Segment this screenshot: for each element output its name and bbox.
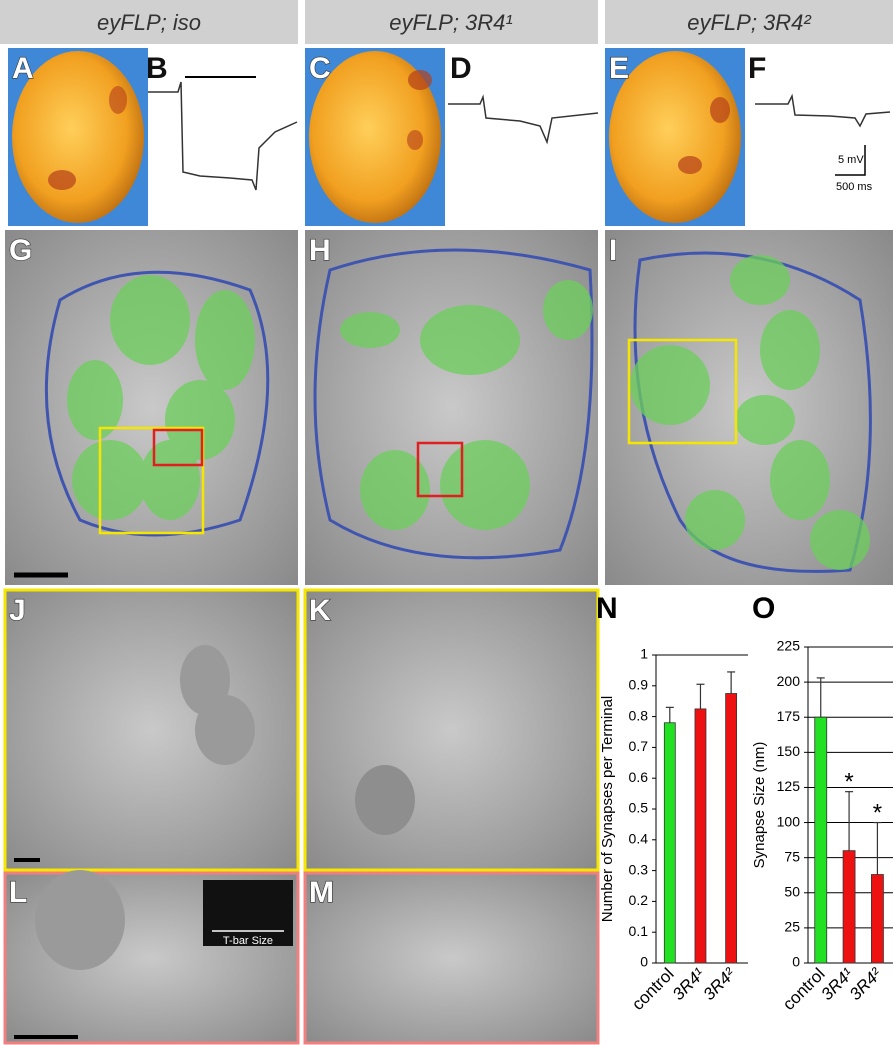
y-tick-label: 25 bbox=[784, 919, 800, 935]
panel-letter: I bbox=[609, 234, 617, 267]
x-tick-label: 3R4² bbox=[699, 963, 739, 1003]
panel-letter: F bbox=[748, 52, 766, 85]
y-tick-label: 0 bbox=[792, 954, 800, 970]
column-header: eyFLP; 3R4² bbox=[687, 10, 811, 35]
panel-letter: K bbox=[309, 594, 331, 627]
erg-trace bbox=[148, 82, 297, 190]
y-tick-label: 200 bbox=[777, 673, 801, 689]
y-tick-label: 0.5 bbox=[629, 800, 649, 816]
y-tick-label: 0.8 bbox=[629, 707, 649, 723]
y-axis-label: Number of Synapses per Terminal bbox=[599, 696, 616, 923]
y-tick-label: 75 bbox=[784, 848, 800, 864]
y-tick-label: 0.7 bbox=[629, 738, 649, 754]
y-tick-label: 0 bbox=[640, 954, 648, 970]
chart-title: O bbox=[752, 592, 775, 625]
y-tick-label: 100 bbox=[777, 813, 801, 829]
panel-letter: H bbox=[309, 234, 331, 267]
bar bbox=[695, 709, 706, 963]
y-tick-label: 0.2 bbox=[629, 892, 649, 908]
y-tick-label: 175 bbox=[777, 708, 801, 724]
y-tick-label: 0.6 bbox=[629, 769, 649, 785]
column-header: eyFLP; 3R4¹ bbox=[389, 10, 513, 35]
y-tick-label: 0.9 bbox=[629, 677, 649, 693]
scale-bar-label: 500 ms bbox=[836, 181, 873, 193]
significance-mark: * bbox=[873, 800, 882, 827]
y-tick-label: 0.3 bbox=[629, 861, 649, 877]
panel-letter: C bbox=[309, 52, 331, 85]
y-axis-label: Synapse Size (nm) bbox=[751, 742, 768, 869]
column-header: eyFLP; iso bbox=[97, 10, 201, 35]
bar bbox=[726, 694, 737, 964]
y-tick-label: 150 bbox=[777, 743, 801, 759]
scale-bar-label: 5 mV bbox=[838, 154, 864, 166]
panel-letter: B bbox=[146, 52, 168, 85]
panel-letter: L bbox=[9, 876, 27, 909]
y-tick-label: 50 bbox=[784, 883, 800, 899]
chart-title: N bbox=[596, 592, 618, 625]
bar bbox=[815, 717, 827, 963]
panel-letter: G bbox=[9, 234, 32, 267]
significance-mark: * bbox=[844, 769, 853, 796]
y-tick-label: 0.1 bbox=[629, 923, 649, 939]
bar bbox=[843, 851, 855, 963]
em-panels bbox=[5, 230, 893, 585]
bar bbox=[664, 723, 675, 963]
panel-letter: E bbox=[609, 52, 629, 85]
y-tick-label: 1 bbox=[640, 646, 648, 662]
erg-trace bbox=[448, 97, 598, 142]
bar bbox=[871, 875, 883, 963]
inset-label: T-bar Size bbox=[223, 935, 273, 947]
em-zoom-panels: T-bar Size bbox=[5, 590, 598, 1043]
y-tick-label: 225 bbox=[777, 638, 801, 654]
y-tick-label: 0.4 bbox=[629, 831, 649, 847]
panel-letter: M bbox=[309, 876, 334, 909]
panel-letter: D bbox=[450, 52, 472, 85]
erg-trace bbox=[755, 96, 890, 126]
x-tick-label: 3R4¹ bbox=[669, 964, 709, 1004]
y-tick-label: 125 bbox=[777, 778, 801, 794]
figure: eyFLP; iso eyFLP; 3R4¹ eyFLP; 3R4² 5 mV … bbox=[0, 0, 893, 1045]
panel-letter: J bbox=[9, 594, 26, 627]
panel-letter: A bbox=[12, 52, 34, 85]
x-tick-label: 3R4² bbox=[846, 963, 886, 1003]
